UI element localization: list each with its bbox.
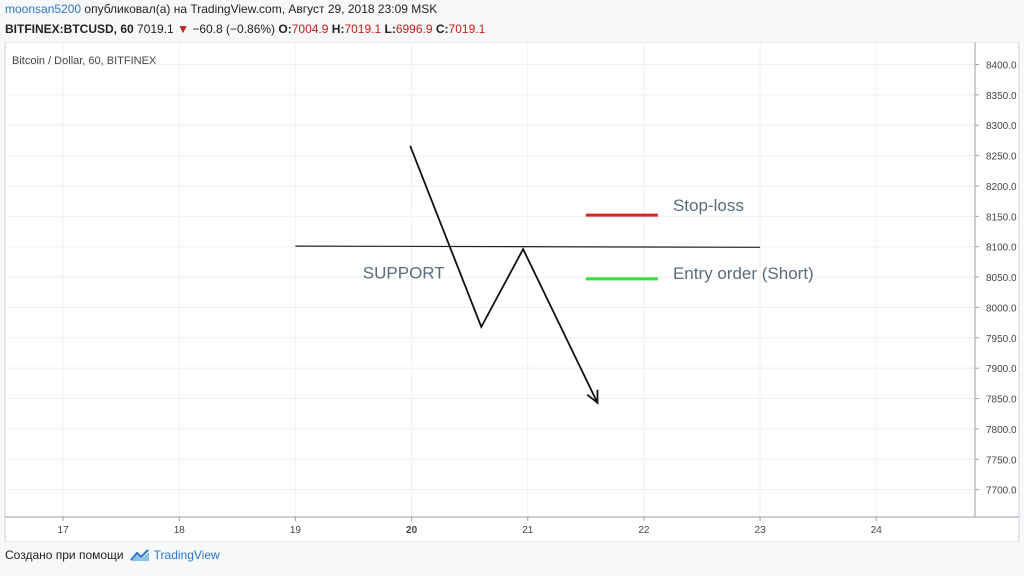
low-label: L: — [384, 22, 396, 36]
open-label: O: — [278, 22, 292, 36]
publish-info: moonsan5200 опубликовал(а) на TradingVie… — [5, 2, 437, 16]
tradingview-brand: TradingView — [153, 548, 220, 562]
time-axis[interactable]: 17 18 19 20 21 22 23 24 — [58, 517, 883, 536]
price-axis[interactable]: 8400.0 8350.0 8300.0 8250.0 8200.0 8150.0 8100… — [975, 60, 1017, 497]
price-tick-label: 7800.0 — [986, 425, 1017, 436]
price-tick-label: 7750.0 — [986, 455, 1017, 466]
support-line — [295, 245, 761, 248]
entry-order-label: Entry order (Short) — [673, 264, 814, 283]
price-tick-label: 8100.0 — [986, 243, 1017, 254]
price-path-point — [522, 248, 525, 251]
last-price: 7019.1 — [137, 22, 174, 36]
price-tick-label: 7850.0 — [986, 395, 1017, 406]
time-tick-label: 17 — [58, 525, 70, 536]
created-with-text: Создано при помощи — [5, 548, 124, 562]
price-tick-label: 8400.0 — [986, 60, 1017, 71]
chart-frame — [4, 41, 1020, 543]
symbol-name: BITFINEX:BTCUSD, 60 — [5, 22, 134, 36]
drawings-layer: SUPPORT Stop-loss Entry order (Short) — [295, 145, 814, 405]
price-tick-label: 7900.0 — [986, 364, 1017, 375]
low-value: 6996.9 — [395, 22, 433, 36]
time-tick-label: 23 — [755, 525, 767, 536]
tradingview-link[interactable]: TradingView — [129, 548, 220, 562]
time-tick-label: 20 — [406, 525, 418, 536]
price-tick-label: 8200.0 — [986, 182, 1017, 193]
open-value: 7004.9 — [291, 22, 329, 36]
price-tick-label: 8350.0 — [986, 91, 1017, 102]
stop-loss-label: Stop-loss — [673, 196, 744, 215]
close-label: C: — [435, 22, 449, 36]
arrow-head-icon — [586, 389, 599, 405]
time-tick-label: 18 — [174, 525, 186, 536]
footer: Создано при помощи TradingView — [5, 548, 220, 562]
high-value: 7019.1 — [344, 22, 382, 36]
price-tick-label: 8050.0 — [986, 273, 1017, 284]
price-tick-label: 8000.0 — [986, 303, 1017, 314]
publish-text: опубликовал(а) на TradingView.com, Авгус… — [81, 2, 438, 16]
price-chart[interactable]: 8400.0 8350.0 8300.0 8250.0 8200.0 8150.0 8100… — [0, 41, 1024, 543]
chart-title: Bitcoin / Dollar, 60, BITFINEX — [12, 55, 157, 67]
price-path-point — [409, 145, 412, 148]
support-label: SUPPORT — [363, 263, 445, 282]
price-tick-label: 7700.0 — [986, 486, 1017, 497]
price-tick-label: 7950.0 — [986, 334, 1017, 345]
author-link[interactable]: moonsan5200 — [5, 2, 82, 16]
high-label: H: — [331, 22, 345, 36]
time-tick-label: 19 — [290, 525, 302, 536]
price-path-point — [480, 325, 483, 328]
price-tick-label: 8150.0 — [986, 212, 1017, 223]
time-tick-label: 21 — [522, 525, 534, 536]
chart-area[interactable]: 8400.0 8350.0 8300.0 8250.0 8200.0 8150.0 8100… — [0, 41, 1024, 543]
time-tick-label: 24 — [871, 525, 883, 536]
symbol-info: BITFINEX:BTCUSD, 60 7019.1 ▼ −60.8 (−0.8… — [5, 22, 485, 36]
down-arrow-icon: ▼ — [177, 22, 189, 36]
chart-grid — [5, 42, 975, 517]
price-tick-label: 8300.0 — [986, 121, 1017, 132]
time-tick-label: 22 — [638, 525, 650, 536]
close-value: 7019.1 — [448, 22, 486, 36]
price-change: −60.8 (−0.86%) — [192, 22, 276, 36]
tradingview-logo-icon — [129, 549, 149, 561]
price-tick-label: 8250.0 — [986, 152, 1017, 163]
price-path-line — [409, 146, 599, 404]
